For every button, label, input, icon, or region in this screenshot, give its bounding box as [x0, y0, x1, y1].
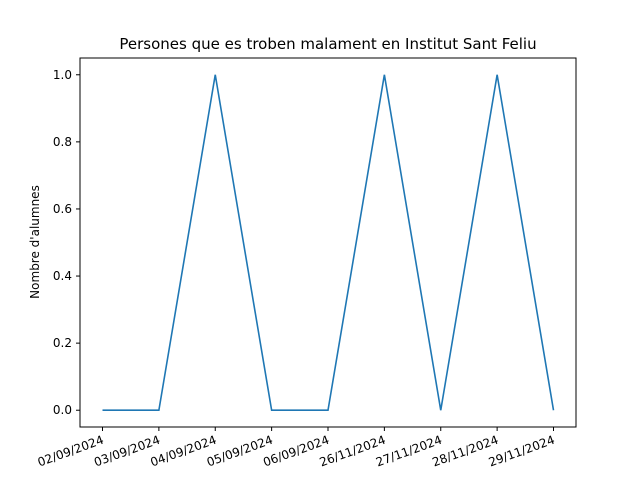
chart-title: Persones que es troben malament en Insti…	[119, 35, 536, 53]
y-tick-label: 0.4	[53, 269, 72, 283]
y-axis: 0.0 0.2 0.4 0.6 0.8 1.0	[53, 68, 80, 417]
plot-series	[102, 74, 555, 412]
y-tick-label: 0.8	[53, 135, 72, 149]
y-axis-label: Nombre d'alumnes	[28, 185, 42, 299]
y-tick-label: 1.0	[53, 68, 72, 82]
x-axis: 02/09/202403/09/202404/09/202405/09/2024…	[36, 427, 557, 469]
series-line	[102, 74, 555, 412]
plot-frame	[79, 57, 577, 428]
y-tick-label: 0.0	[53, 403, 72, 417]
y-tick-label: 0.6	[53, 202, 72, 216]
y-tick-label: 0.2	[53, 336, 72, 350]
